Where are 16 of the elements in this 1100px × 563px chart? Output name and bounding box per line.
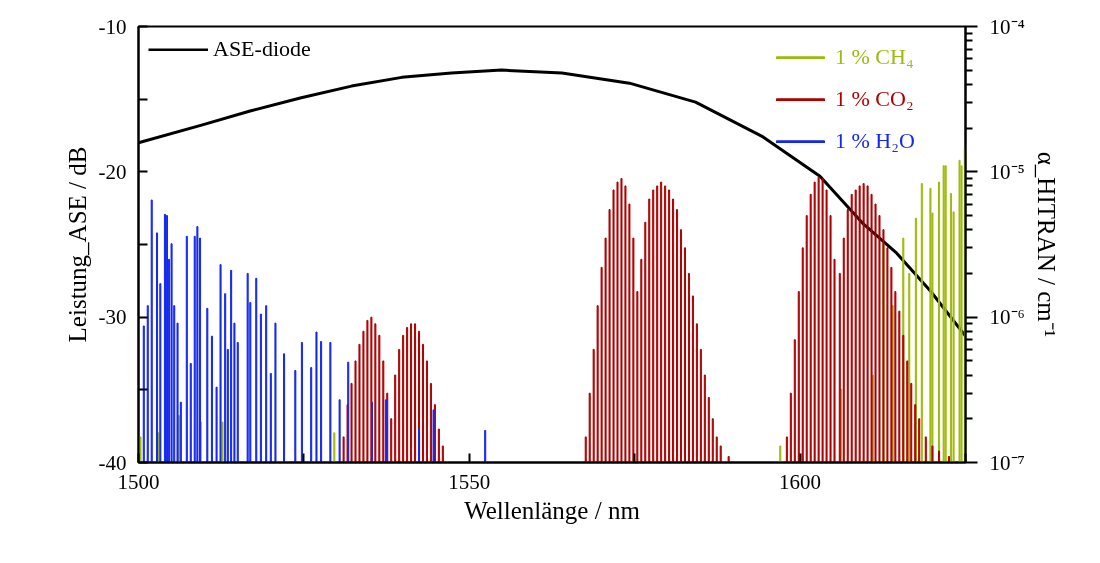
y2-axis-title: α_HITRAN / cm⁻¹: [1032, 151, 1060, 338]
legend-label: 1 % H₂O: [835, 128, 915, 154]
legend-label: 1 % CO₂: [835, 86, 914, 112]
y2-tick-label: 10⁻⁶: [989, 305, 1025, 330]
legend-label: ASE-diode: [213, 36, 311, 62]
y2-tick-label: 10⁻⁷: [989, 450, 1025, 475]
y2-tick-label: 10⁻⁵: [989, 159, 1025, 184]
y-tick-label: -30: [98, 305, 127, 330]
x-tick-label: 1550: [448, 469, 491, 494]
x-axis-title: Wellenlänge / nm: [464, 496, 641, 524]
legend-label: 1 % CH₄: [835, 44, 914, 70]
y2-tick-label: 10⁻⁴: [989, 14, 1025, 39]
x-tick-label: 1600: [779, 469, 822, 494]
y-tick-label: -10: [98, 14, 127, 39]
y-tick-label: -20: [98, 159, 127, 184]
y-axis-title: Leistung_ASE / dB: [63, 146, 91, 343]
